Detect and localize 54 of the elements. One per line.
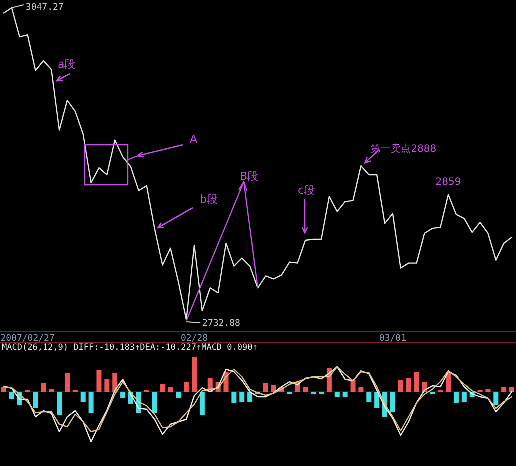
bar: [200, 392, 205, 416]
bar: [57, 392, 62, 416]
bar: [80, 392, 86, 402]
bar: [240, 392, 245, 402]
bar: [366, 392, 372, 402]
data-label: 3047.27: [26, 3, 64, 13]
bar: [232, 392, 237, 404]
annotation: c段: [298, 184, 316, 197]
bar: [88, 392, 94, 414]
bar: [462, 392, 467, 402]
bar: [184, 382, 190, 392]
data-label: 2859: [436, 176, 462, 188]
x-tick-label: 03/01: [379, 334, 406, 344]
data-label: 第一卖点2888: [371, 143, 437, 156]
bar: [390, 392, 396, 412]
bar: [1, 387, 6, 392]
bar: [406, 378, 412, 392]
bar: [358, 387, 364, 392]
bar: [502, 387, 507, 392]
data-label: 2732.88: [202, 319, 240, 329]
bar: [263, 384, 268, 392]
bar: [33, 392, 38, 408]
x-tick-label: 2007/02/27: [0, 334, 55, 344]
annotation: a段: [58, 58, 76, 71]
bar: [152, 392, 158, 414]
bar: [192, 357, 197, 392]
bar: [334, 392, 340, 397]
bar: [41, 384, 46, 392]
bar: [160, 384, 166, 392]
annotation: A: [190, 133, 198, 146]
bar: [64, 374, 70, 392]
annotation: b段: [200, 193, 218, 206]
bar: [104, 380, 110, 392]
bar: [176, 392, 182, 398]
bar: [120, 392, 126, 398]
bar: [398, 380, 404, 392]
bar: [342, 392, 348, 397]
bar: [414, 372, 420, 392]
bar: [510, 387, 515, 392]
bar: [350, 380, 356, 392]
chart-title: MACD(26,12,9) DIFF:-10.183↑DEA:-10.227↑MACD 0.090↑: [2, 343, 258, 353]
bar: [446, 374, 452, 392]
x-tick-label: 02/28: [180, 334, 208, 344]
bar: [248, 392, 253, 402]
bar: [271, 386, 276, 392]
bar: [374, 392, 380, 408]
bar: [494, 392, 499, 406]
bar: [303, 387, 308, 392]
bar: [96, 370, 102, 392]
bar: [168, 387, 174, 392]
bar: [9, 392, 14, 400]
bar: [112, 374, 118, 392]
bar: [454, 392, 459, 404]
annotation: B段: [240, 170, 259, 183]
